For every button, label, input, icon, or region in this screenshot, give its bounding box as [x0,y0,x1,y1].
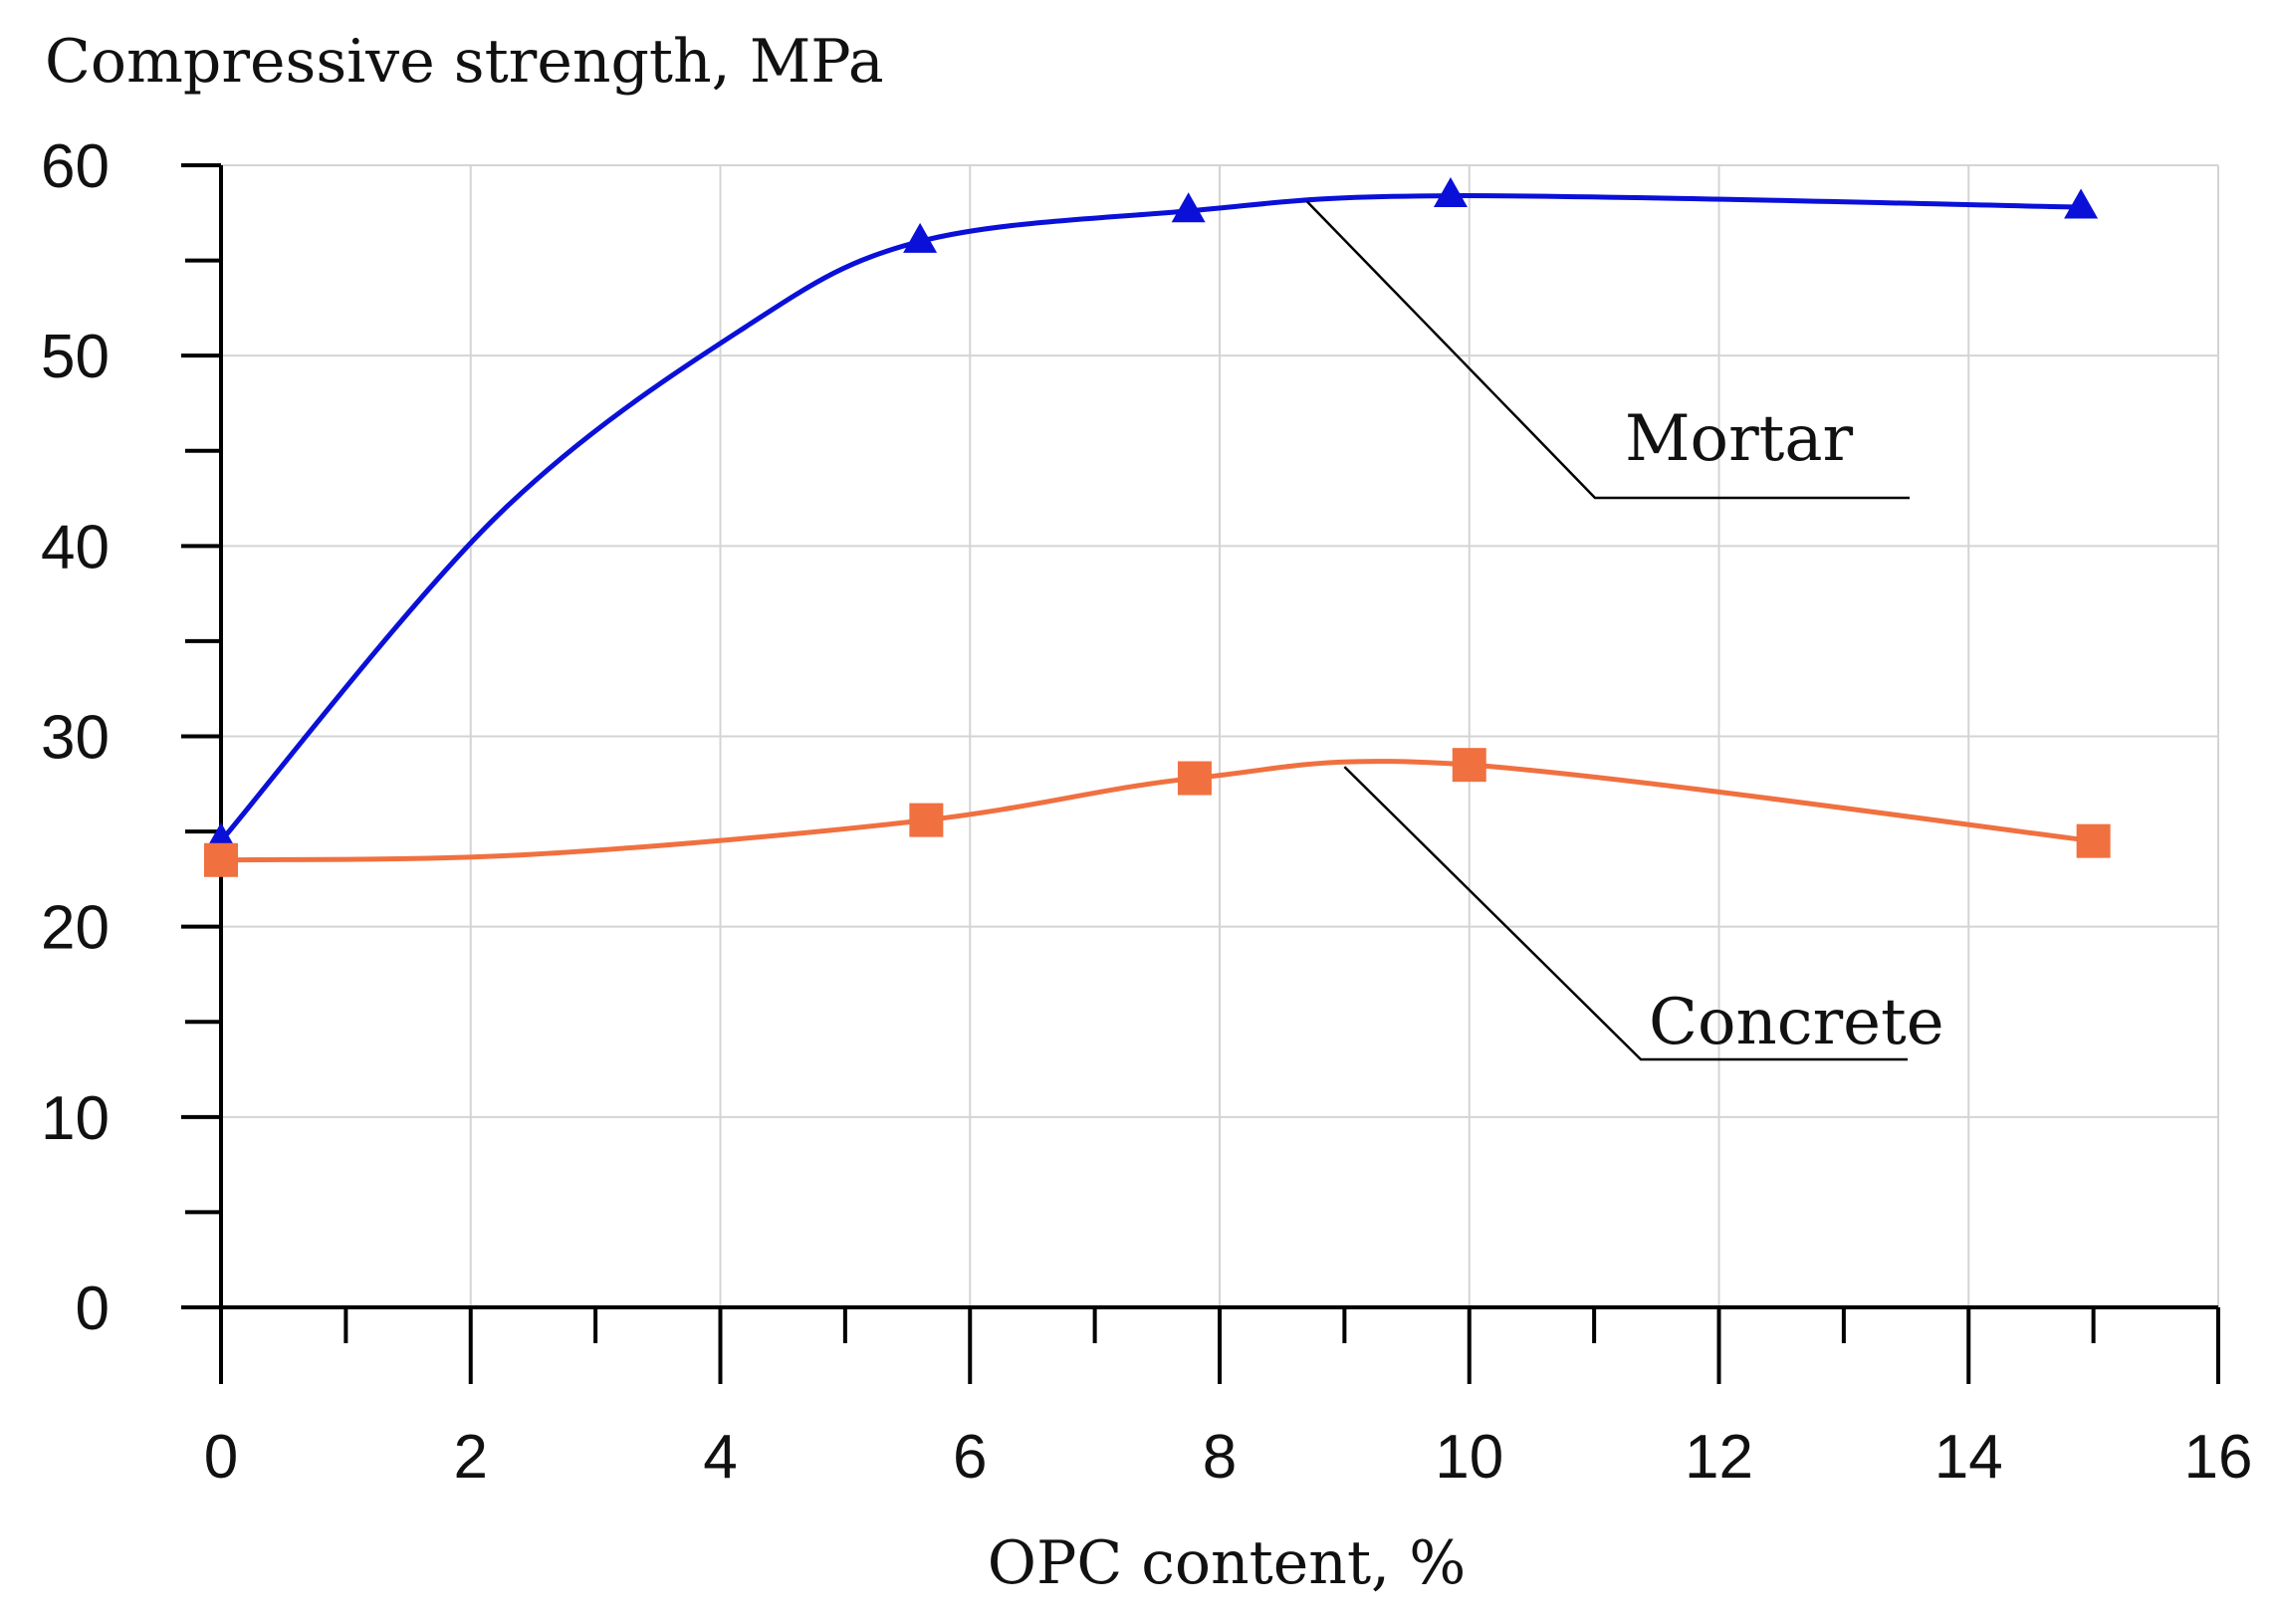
series-markers [204,176,2111,877]
grid [221,164,2219,1307]
concrete-leader-line [1343,766,1908,1061]
concrete-line [218,759,2097,863]
tick-labels: 0 10 20 30 40 50 60 0 2 4 6 8 10 12 14 16 [41,132,2252,1492]
mortar-point [903,222,938,253]
concrete-series-label: Concrete [1649,986,1944,1059]
x-tick-label: 14 [1935,1423,2003,1492]
x-tick-label: 16 [2184,1423,2253,1492]
y-tick-label: 60 [41,132,110,201]
x-tick-label: 0 [204,1423,238,1492]
x-tick-label: 2 [454,1423,488,1492]
concrete-point [909,803,944,837]
y-axis-title: Compressive strength, MPa [45,27,884,97]
x-axis-title: OPC content, % [988,1528,1466,1598]
leader-lines [1305,200,1910,1061]
concrete-point [2076,823,2111,858]
y-tick-label: 50 [41,323,110,391]
mortar-line [218,193,2084,844]
mortar-point [1171,192,1206,223]
ticks [181,163,2220,1384]
mortar-leader-line [1305,200,1910,500]
x-tick-label: 10 [1435,1423,1503,1492]
x-tick-label: 8 [1203,1423,1237,1492]
concrete-point [1177,761,1212,796]
x-tick-label: 6 [953,1423,987,1492]
concrete-point [1452,748,1486,783]
y-tick-label: 0 [76,1275,110,1343]
y-tick-label: 10 [41,1084,110,1153]
series-lines [218,193,2097,863]
mortar-point [2064,188,2099,219]
y-tick-label: 30 [41,704,110,773]
x-tick-label: 4 [703,1423,737,1492]
y-tick-label: 40 [41,513,110,581]
concrete-point [204,842,238,877]
x-tick-label: 12 [1685,1423,1753,1492]
mortar-series-label: Mortar [1625,402,1854,476]
mortar-point [1433,176,1468,207]
y-tick-label: 20 [41,894,110,963]
